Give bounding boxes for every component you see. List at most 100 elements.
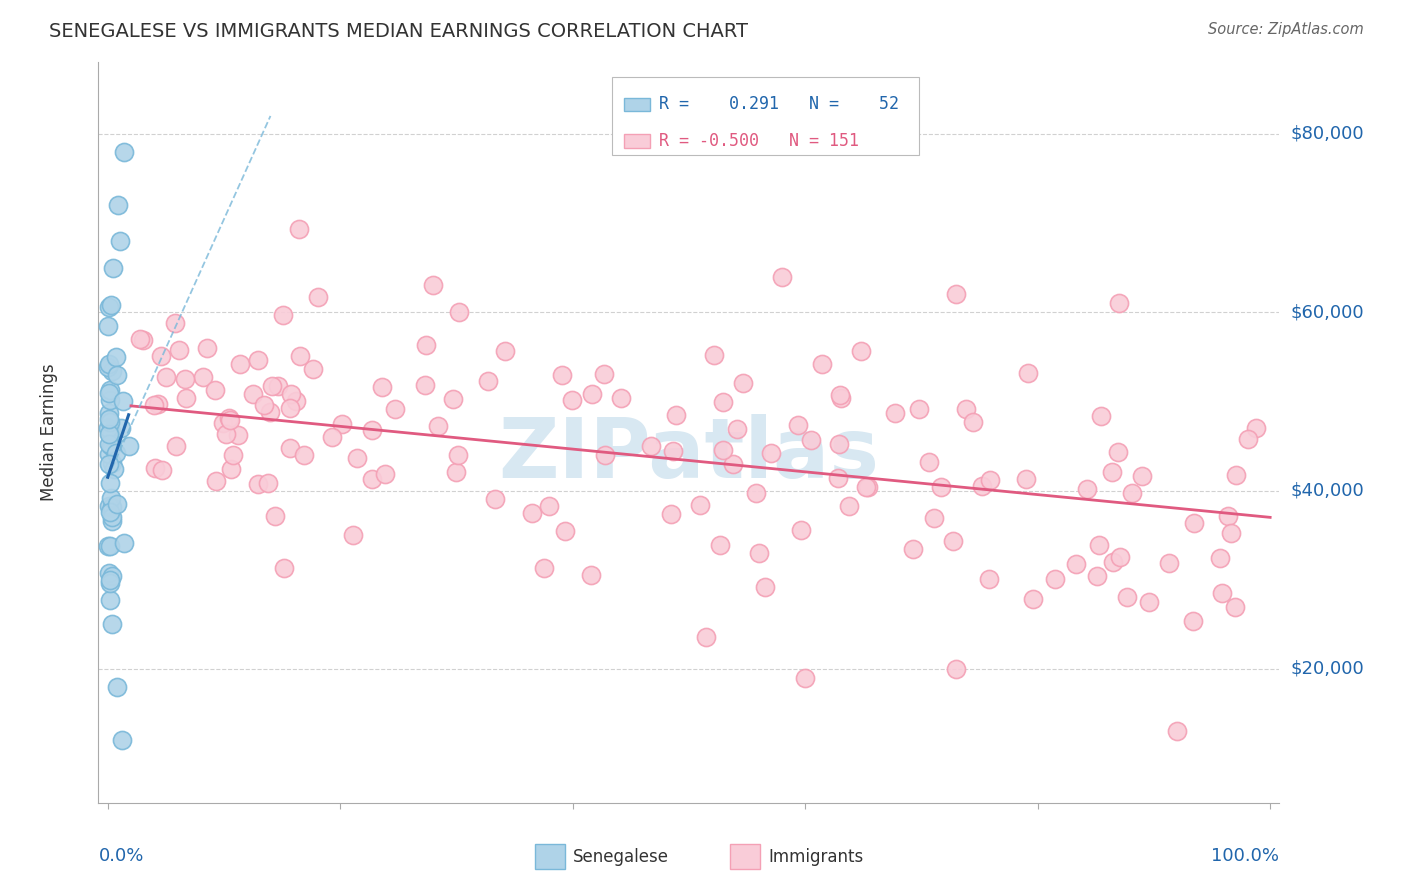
- Text: Median Earnings: Median Earnings: [39, 364, 58, 501]
- Point: [1043, 572, 1066, 586]
- Point: [112, 394, 135, 409]
- Point: [205, 475, 228, 489]
- Point: [98, 428, 121, 442]
- Point: [703, 348, 725, 362]
- Point: [132, 333, 155, 347]
- Point: [101, 617, 124, 632]
- Point: [1225, 468, 1247, 483]
- Point: [100, 491, 122, 506]
- Point: [794, 671, 817, 685]
- Point: [105, 497, 128, 511]
- Point: [371, 380, 394, 394]
- Point: [100, 439, 122, 453]
- Point: [104, 446, 127, 460]
- Point: [441, 392, 464, 407]
- Point: [1087, 569, 1109, 583]
- Point: [174, 391, 197, 405]
- Point: [288, 222, 311, 236]
- Point: [98, 415, 121, 429]
- Point: [1108, 549, 1130, 564]
- Point: [554, 524, 576, 538]
- Point: [111, 733, 134, 747]
- Point: [725, 422, 748, 436]
- Point: [107, 198, 129, 212]
- Point: [1137, 594, 1160, 608]
- Point: [884, 406, 907, 420]
- FancyBboxPatch shape: [612, 78, 920, 155]
- Point: [561, 392, 583, 407]
- Point: [1088, 538, 1111, 552]
- Point: [264, 508, 287, 523]
- Point: [242, 387, 264, 401]
- Point: [1015, 472, 1038, 486]
- Point: [811, 357, 834, 371]
- Point: [215, 426, 238, 441]
- Point: [101, 569, 124, 583]
- Point: [267, 379, 290, 393]
- Point: [1022, 592, 1045, 607]
- Point: [695, 630, 717, 644]
- Point: [1209, 550, 1232, 565]
- Point: [103, 462, 125, 476]
- Point: [142, 398, 165, 412]
- Point: [827, 436, 849, 450]
- Point: [1237, 433, 1260, 447]
- Point: [851, 343, 873, 358]
- Text: Senegalese: Senegalese: [574, 848, 669, 866]
- Point: [374, 467, 396, 482]
- Point: [101, 439, 124, 453]
- Point: [1130, 468, 1153, 483]
- Point: [979, 572, 1001, 586]
- Point: [97, 457, 120, 471]
- Point: [721, 458, 744, 472]
- Point: [711, 442, 734, 457]
- Point: [229, 357, 252, 371]
- Point: [581, 387, 603, 401]
- Point: [271, 308, 294, 322]
- Point: [1219, 526, 1241, 541]
- Point: [360, 423, 382, 437]
- Point: [219, 462, 242, 476]
- Point: [101, 510, 124, 524]
- Point: [761, 446, 783, 460]
- Point: [128, 332, 150, 346]
- Point: [945, 662, 967, 676]
- Point: [827, 471, 849, 485]
- Point: [901, 541, 924, 556]
- Point: [108, 234, 131, 248]
- Point: [444, 465, 467, 479]
- Point: [731, 376, 754, 391]
- Point: [98, 383, 121, 397]
- Point: [384, 401, 406, 416]
- Point: [219, 412, 242, 426]
- Point: [307, 290, 329, 304]
- Point: [855, 480, 877, 494]
- Point: [665, 408, 688, 422]
- Text: $80,000: $80,000: [1291, 125, 1364, 143]
- Point: [97, 566, 120, 581]
- Point: [942, 534, 965, 549]
- Point: [98, 436, 121, 450]
- Text: $20,000: $20,000: [1291, 660, 1364, 678]
- Point: [98, 539, 121, 553]
- Point: [155, 370, 177, 384]
- Point: [1064, 557, 1087, 571]
- Point: [360, 472, 382, 486]
- Point: [1101, 466, 1123, 480]
- Point: [167, 343, 190, 358]
- Point: [259, 405, 281, 419]
- Text: ZIPatlas: ZIPatlas: [499, 414, 879, 495]
- Point: [1108, 296, 1130, 310]
- Point: [145, 461, 167, 475]
- Point: [98, 593, 121, 607]
- Text: $60,000: $60,000: [1291, 303, 1364, 321]
- Point: [918, 455, 941, 469]
- Point: [422, 278, 444, 293]
- Point: [101, 500, 124, 514]
- Point: [280, 387, 302, 401]
- Point: [195, 341, 218, 355]
- Point: [222, 448, 245, 462]
- Point: [211, 416, 233, 430]
- Point: [146, 397, 169, 411]
- Point: [104, 350, 127, 364]
